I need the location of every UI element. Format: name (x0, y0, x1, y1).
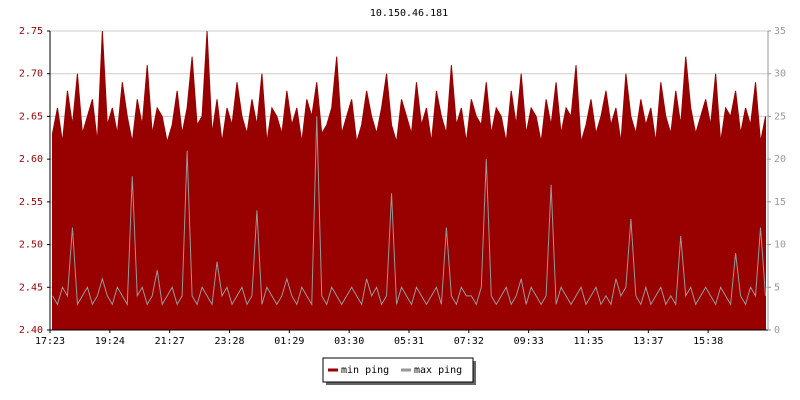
x-tick-label: 17:23 (35, 336, 65, 347)
y-tick-label: 2.45 (19, 282, 43, 293)
x-tick-label: 11:35 (573, 336, 603, 347)
y-tick-label: 2.70 (19, 69, 43, 80)
y2-tick-label: 30 (774, 69, 786, 80)
y2-tick-label: 15 (774, 197, 786, 208)
area-series (51, 30, 767, 331)
x-tick-label: 13:37 (633, 336, 663, 347)
x-tick-label: 09:33 (514, 336, 544, 347)
x-tick-label: 03:30 (334, 336, 364, 347)
y-tick-label: 2.60 (19, 154, 43, 165)
x-tick-label: 01:29 (274, 336, 304, 347)
y-tick-label: 2.40 (19, 325, 43, 336)
y2-tick-label: 0 (774, 325, 780, 336)
line-series (52, 116, 767, 307)
y2-tick-label: 25 (774, 111, 786, 122)
y2-tick-label: 5 (774, 282, 780, 293)
chart-title: 10.150.46.181 (370, 8, 448, 19)
legend-label: max ping (414, 365, 462, 376)
x-tick-label: 07:32 (454, 336, 484, 347)
y2-tick-label: 10 (774, 240, 786, 251)
y-tick-label: 2.75 (19, 26, 43, 37)
legend (322, 357, 474, 383)
x-tick-label: 19:24 (95, 336, 125, 347)
y-tick-label: 2.50 (19, 240, 43, 251)
x-tick-label: 23:28 (214, 336, 244, 347)
y-tick-label: 2.65 (19, 111, 43, 122)
x-tick-label: 21:27 (155, 336, 185, 347)
legend-label: min ping (341, 365, 389, 376)
y2-tick-label: 20 (774, 154, 786, 165)
x-tick-label: 05:31 (394, 336, 424, 347)
y-tick-label: 2.55 (19, 197, 43, 208)
y2-tick-label: 35 (774, 26, 786, 37)
x-tick-label: 15:38 (693, 336, 723, 347)
